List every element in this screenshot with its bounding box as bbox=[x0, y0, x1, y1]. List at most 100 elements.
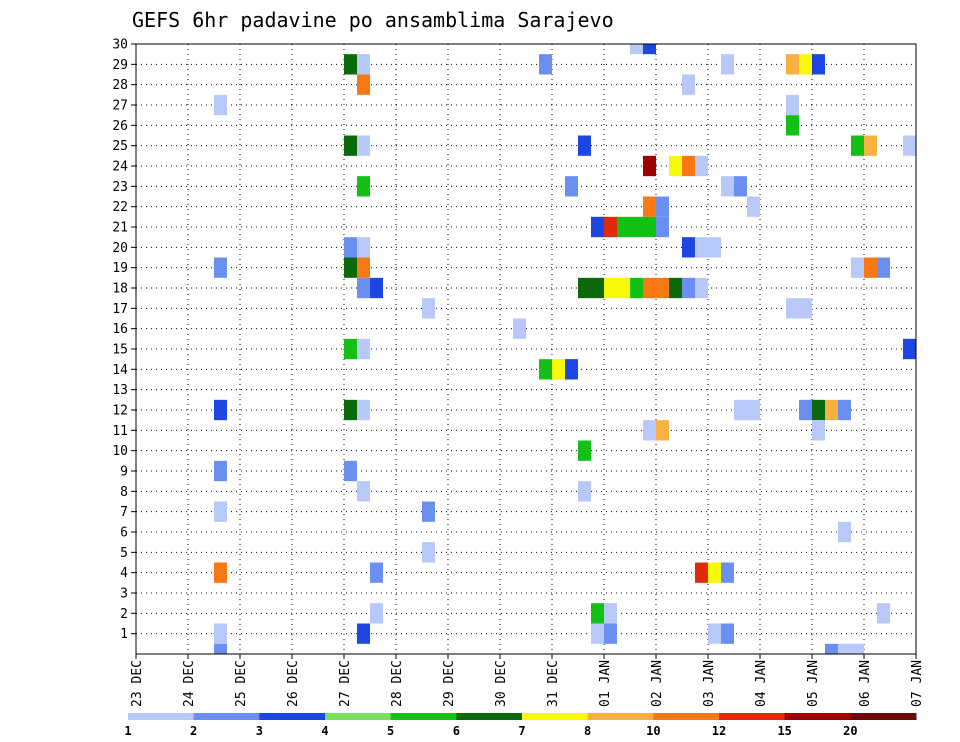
data-cell bbox=[734, 399, 747, 421]
data-cell bbox=[357, 237, 370, 258]
data-cell bbox=[682, 237, 695, 258]
y-tick-label: 9 bbox=[120, 465, 128, 480]
data-cell bbox=[357, 54, 370, 75]
data-cell bbox=[812, 399, 825, 421]
y-tick-label: 16 bbox=[112, 322, 128, 337]
colorbar-label: 12 bbox=[712, 724, 726, 738]
data-cell bbox=[721, 562, 734, 583]
data-cell bbox=[786, 298, 799, 319]
x-tick-label: 25 DEC bbox=[234, 660, 249, 707]
data-cell bbox=[643, 216, 656, 238]
data-cell bbox=[422, 542, 435, 563]
data-cell bbox=[617, 277, 630, 299]
x-tick-label: 31 DEC bbox=[546, 660, 561, 707]
data-cell bbox=[578, 440, 591, 461]
data-cell bbox=[370, 603, 383, 624]
y-tick-label: 12 bbox=[112, 404, 128, 419]
y-tick-label: 18 bbox=[112, 282, 128, 297]
x-tick-label: 28 DEC bbox=[390, 660, 405, 707]
colorbar-label: 6 bbox=[453, 724, 460, 738]
colorbar-label: 15 bbox=[777, 724, 791, 738]
colorbar-label: 10 bbox=[646, 724, 660, 738]
y-tick-label: 27 bbox=[112, 99, 128, 114]
colorbar-label: 7 bbox=[518, 724, 525, 738]
data-cell bbox=[799, 298, 812, 319]
y-tick-label: 28 bbox=[112, 78, 128, 93]
y-tick-label: 3 bbox=[120, 587, 128, 602]
data-cell bbox=[344, 460, 357, 482]
y-tick-label: 25 bbox=[112, 139, 128, 154]
data-cell bbox=[214, 460, 227, 482]
data-cell bbox=[643, 277, 656, 299]
y-tick-label: 26 bbox=[112, 119, 128, 134]
colorbar-segment bbox=[587, 713, 654, 720]
data-cell bbox=[357, 257, 370, 278]
data-cell bbox=[630, 216, 643, 238]
colorbar-segment bbox=[653, 713, 720, 720]
colorbar-segment bbox=[390, 713, 457, 720]
data-cell bbox=[838, 643, 851, 654]
data-cell bbox=[708, 237, 721, 258]
y-tick-label: 21 bbox=[112, 221, 128, 236]
x-tick-label: 29 DEC bbox=[442, 660, 457, 707]
data-cell bbox=[630, 277, 643, 299]
data-cell bbox=[799, 399, 812, 421]
data-cell bbox=[565, 176, 578, 197]
data-cell bbox=[708, 562, 721, 583]
data-cell bbox=[344, 399, 357, 421]
y-tick-label: 5 bbox=[120, 546, 128, 561]
data-cell bbox=[656, 216, 669, 238]
data-cell bbox=[578, 481, 591, 502]
data-cell bbox=[214, 643, 227, 654]
data-cell bbox=[578, 277, 591, 299]
colorbar-label: 1 bbox=[124, 724, 131, 738]
data-cell bbox=[344, 54, 357, 75]
data-cell bbox=[643, 420, 656, 441]
data-cell bbox=[799, 54, 812, 75]
data-cell bbox=[513, 318, 526, 339]
data-cell bbox=[721, 176, 734, 197]
data-cell bbox=[695, 237, 708, 258]
data-cell bbox=[357, 176, 370, 197]
colorbar-label: 2 bbox=[190, 724, 197, 738]
data-cell bbox=[422, 298, 435, 319]
x-tick-label: 02 JAN bbox=[650, 660, 665, 707]
data-cell bbox=[370, 562, 383, 583]
y-tick-label: 15 bbox=[112, 343, 128, 358]
data-cell bbox=[747, 196, 760, 217]
data-cell bbox=[565, 359, 578, 380]
y-tick-label: 29 bbox=[112, 58, 128, 73]
colorbar-segment bbox=[850, 713, 917, 720]
data-cell bbox=[578, 135, 591, 156]
data-cell bbox=[604, 603, 617, 624]
data-cell bbox=[903, 338, 916, 360]
data-cell bbox=[604, 216, 617, 238]
x-tick-label: 06 JAN bbox=[858, 660, 873, 707]
data-cell bbox=[370, 277, 383, 299]
colorbar-label: 4 bbox=[321, 724, 328, 738]
data-cells bbox=[214, 44, 916, 654]
colorbar-label: 8 bbox=[584, 724, 591, 738]
y-tick-label: 20 bbox=[112, 241, 128, 256]
x-tick-label: 23 DEC bbox=[130, 660, 145, 707]
colorbar-segment bbox=[193, 713, 260, 720]
data-cell bbox=[617, 216, 630, 238]
data-cell bbox=[214, 623, 227, 644]
y-tick-label: 2 bbox=[120, 607, 128, 622]
data-cell bbox=[851, 135, 864, 156]
y-tick-label: 10 bbox=[112, 444, 128, 459]
colorbar-segment bbox=[259, 713, 326, 720]
data-cell bbox=[812, 420, 825, 441]
data-cell bbox=[214, 501, 227, 522]
data-cell bbox=[877, 257, 890, 278]
y-tick-label: 30 bbox=[112, 38, 128, 53]
data-cell bbox=[864, 257, 877, 278]
data-cell bbox=[838, 399, 851, 421]
y-tick-label: 13 bbox=[112, 383, 128, 398]
data-cell bbox=[552, 359, 565, 380]
y-tick-label: 6 bbox=[120, 526, 128, 541]
data-cell bbox=[357, 399, 370, 421]
data-cell bbox=[604, 277, 617, 299]
data-cell bbox=[539, 359, 552, 380]
data-cell bbox=[851, 643, 864, 654]
